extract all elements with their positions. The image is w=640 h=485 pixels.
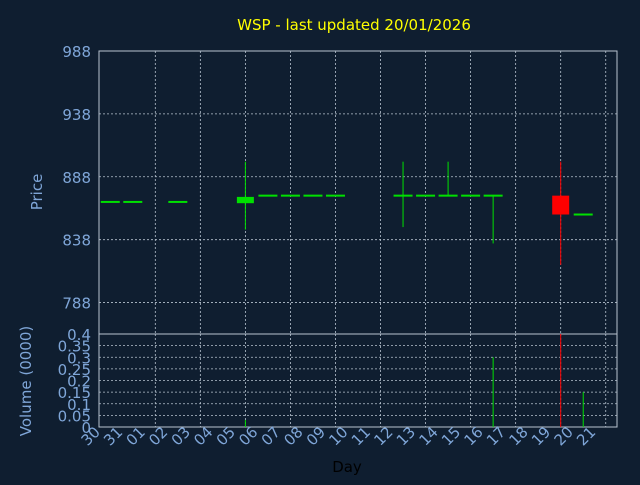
candle-body: [552, 195, 570, 215]
volume-tick-label: 0.25: [58, 361, 91, 379]
price-tick-labels: 988 938 888 838 788: [62, 43, 91, 313]
candle-08: [303, 194, 323, 197]
volume-tick-labels: 0.40.350.30.250.20.150.10.050: [58, 326, 91, 437]
x-tick-labels: 3031010203040506070809101112131415161718…: [78, 423, 600, 449]
candle-06: [258, 194, 278, 197]
candle-13: [416, 194, 436, 197]
candle-body: [461, 194, 481, 197]
price-axis-label: Price: [28, 174, 46, 211]
candle-16: [483, 194, 503, 244]
candle-body: [123, 200, 143, 203]
candle-12: [393, 161, 413, 228]
volume-grid: [98, 333, 618, 428]
candle-body: [258, 194, 278, 197]
price-tick-label: 988: [62, 43, 91, 61]
volume-tick-label: 0: [81, 419, 91, 437]
price-tick-label: 788: [62, 295, 91, 313]
candle-05: [236, 161, 254, 230]
volume-tick-label: 0.05: [58, 407, 91, 425]
price-grid: [98, 50, 618, 335]
volume-tick-label: 0.1: [67, 396, 91, 414]
candle-body: [100, 200, 120, 203]
candle-09: [325, 194, 345, 197]
candle-31: [123, 200, 143, 203]
volume-tick-label: 0.2: [67, 373, 91, 391]
volume-tick-label: 0.35: [58, 338, 91, 356]
candle-body: [236, 196, 254, 204]
candle-07: [280, 194, 300, 197]
x-axis-label: Day: [332, 458, 362, 476]
volume-tick-label: 0.15: [58, 384, 91, 402]
candle-30: [100, 200, 120, 203]
candle-body: [325, 194, 345, 197]
price-tick-label: 888: [62, 169, 91, 187]
candle-body: [416, 194, 436, 197]
volume-axis-label: Volume (0000): [17, 326, 35, 436]
candle-20: [573, 213, 593, 216]
candle-body: [573, 213, 593, 216]
price-tick-label: 838: [62, 232, 91, 250]
candle-14: [438, 161, 458, 197]
candle-body: [168, 200, 188, 203]
price-panel-frame: [98, 50, 618, 335]
volume-series: [244, 334, 584, 427]
candle-body: [438, 194, 458, 197]
volume-tick-label: 0.3: [67, 349, 91, 367]
candle-body: [483, 194, 503, 197]
volume-tick-label: 0.4: [67, 326, 91, 344]
candle-body: [393, 194, 413, 197]
price-tick-label: 938: [62, 106, 91, 124]
candle-02: [168, 200, 188, 203]
candle-15: [461, 194, 481, 197]
candle-19: [552, 161, 570, 265]
candle-body: [280, 194, 300, 197]
candle-body: [303, 194, 323, 197]
candle-series: [100, 161, 593, 265]
chart-title: WSP - last updated 20/01/2026: [237, 16, 471, 34]
